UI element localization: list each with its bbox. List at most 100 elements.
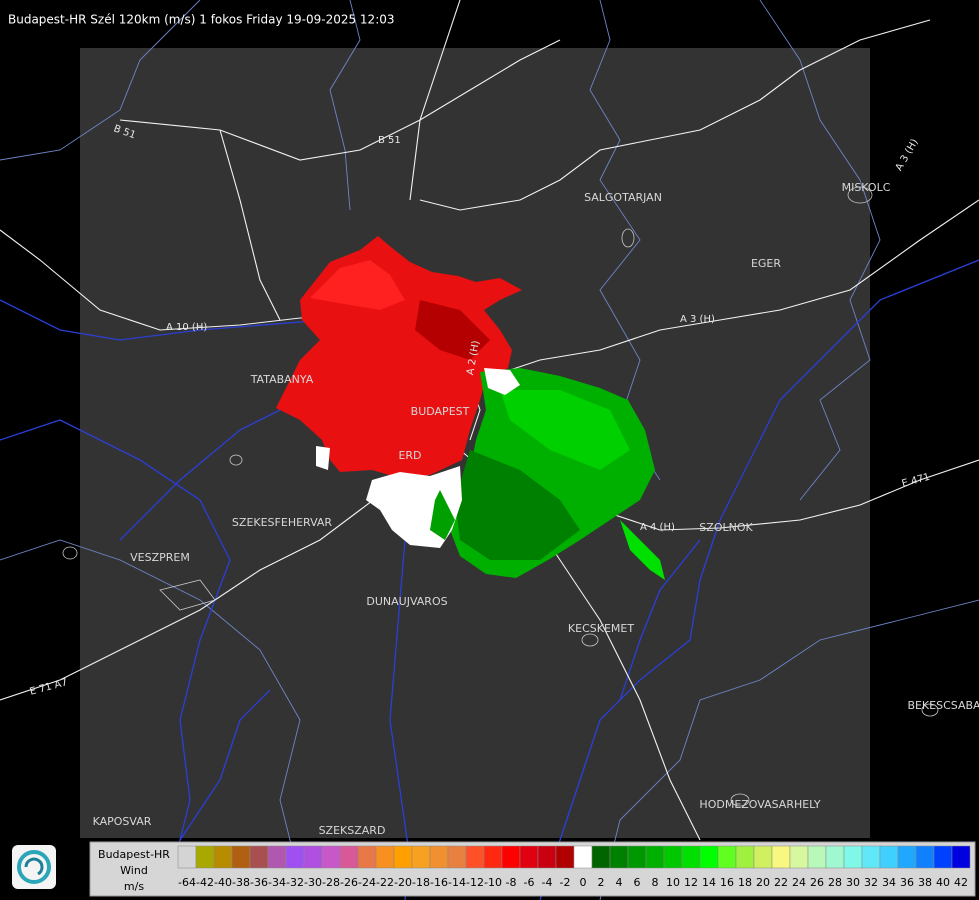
- legend-tick-label: -10: [484, 876, 502, 889]
- echo-inbound: [415, 300, 490, 360]
- road-label: B 51: [378, 135, 401, 146]
- place-labels: SALGOTARJAN MISKOLC EGER TATABANYA BUDAP…: [93, 181, 979, 837]
- legend-swatch: [843, 845, 863, 869]
- legend-unit: m/s: [124, 880, 144, 893]
- legend-tick-label: 42: [954, 876, 968, 889]
- legend-tick-label: -40: [214, 876, 232, 889]
- legend-swatch: [465, 845, 485, 869]
- legend-swatch: [897, 845, 917, 869]
- legend-swatch: [429, 845, 449, 869]
- legend-swatch: [285, 845, 305, 869]
- lakes: [62, 186, 939, 807]
- legend-tick-label: -16: [430, 876, 448, 889]
- legend-swatch: [591, 845, 611, 869]
- legend-tick-label: -42: [196, 876, 214, 889]
- river: [179, 689, 271, 841]
- road: [409, 0, 461, 201]
- legend-tick-label: -6: [524, 876, 535, 889]
- road: [419, 19, 931, 211]
- place-label: MISKOLC: [842, 181, 891, 194]
- legend-swatch: [933, 845, 953, 869]
- place-label: SALGOTARJAN: [584, 191, 662, 204]
- legend-tick-label: 34: [882, 876, 896, 889]
- border: [759, 0, 881, 501]
- legend-tick-label: -18: [412, 876, 430, 889]
- legend-tick-label: 2: [598, 876, 605, 889]
- logo-swirl: [24, 857, 44, 876]
- echo-outbound: [620, 520, 665, 580]
- river: [619, 539, 701, 701]
- legend-swatch: [825, 845, 845, 869]
- place-label: VESZPREM: [130, 551, 190, 564]
- legend-tick-label: -34: [268, 876, 286, 889]
- road-label: A 10 (H): [166, 322, 207, 333]
- road: [219, 129, 281, 321]
- legend-swatch: [753, 845, 773, 869]
- town-outline: [621, 228, 635, 248]
- legend-tick-label: 24: [792, 876, 806, 889]
- echo-inbound: [310, 260, 405, 310]
- echo-zero: [484, 368, 520, 395]
- legend-swatch: [717, 845, 737, 869]
- legend-tick-label: 40: [936, 876, 950, 889]
- legend-tick-label: 12: [684, 876, 698, 889]
- legend-tick-label: -14: [448, 876, 466, 889]
- legend-tick-label: 38: [918, 876, 932, 889]
- legend-swatch: [303, 845, 323, 869]
- place-label: ERD: [398, 449, 421, 462]
- legend-swatch: [645, 845, 665, 869]
- legend-tick-label: -4: [542, 876, 553, 889]
- legend-tick-label: 10: [666, 876, 680, 889]
- road: [119, 39, 561, 161]
- legend-tick-label: 30: [846, 876, 860, 889]
- town-outline: [229, 454, 243, 466]
- legend-tick-label: 18: [738, 876, 752, 889]
- town-outline: [921, 703, 939, 717]
- legend-tick-label: 4: [616, 876, 623, 889]
- legend-swatch: [573, 845, 593, 869]
- legend-swatch: [537, 845, 557, 869]
- place-label: EGER: [751, 257, 781, 270]
- motorway: [479, 199, 979, 381]
- legend-swatch: [519, 845, 539, 869]
- legend-swatch: [627, 845, 647, 869]
- place-label: KECSKEMET: [568, 622, 634, 635]
- town-outline: [730, 793, 750, 807]
- legend-tick-label: 16: [720, 876, 734, 889]
- legend-tick-label: -24: [358, 876, 376, 889]
- road-label: A 4 (H): [640, 522, 675, 533]
- river: [0, 419, 231, 881]
- logo-ring: [17, 850, 51, 884]
- legend-tick-label: 26: [810, 876, 824, 889]
- border: [329, 0, 361, 211]
- legend-swatch: [447, 845, 467, 869]
- legend-tick-label: 32: [864, 876, 878, 889]
- lake: [159, 579, 216, 611]
- legend-swatch: [483, 845, 503, 869]
- legend-swatch: [177, 845, 197, 869]
- legend-tick-label: -64: [178, 876, 196, 889]
- legend-swatch: [231, 845, 251, 869]
- place-label: BUDAPEST: [411, 405, 470, 418]
- legend-swatch: [357, 845, 377, 869]
- legend-title: Budapest-HR: [98, 848, 170, 861]
- legend-swatch: [681, 845, 701, 869]
- place-label: TATABANYA: [250, 373, 314, 386]
- place-label: KAPOSVAR: [93, 815, 152, 828]
- echo-outbound: [500, 390, 630, 470]
- legend-tick-label: -28: [322, 876, 340, 889]
- legend-swatch: [213, 845, 233, 869]
- legend-tick-label: 8: [652, 876, 659, 889]
- legend-swatch: [609, 845, 629, 869]
- legend-swatch: [267, 845, 287, 869]
- legend-swatch: [411, 845, 431, 869]
- legend-swatch: [555, 845, 575, 869]
- echo-outbound: [430, 490, 455, 540]
- legend-swatch: [789, 845, 809, 869]
- border: [589, 0, 661, 481]
- legend-swatch: [915, 845, 935, 869]
- legend-swatch: [249, 845, 269, 869]
- legend-tick-label: 14: [702, 876, 716, 889]
